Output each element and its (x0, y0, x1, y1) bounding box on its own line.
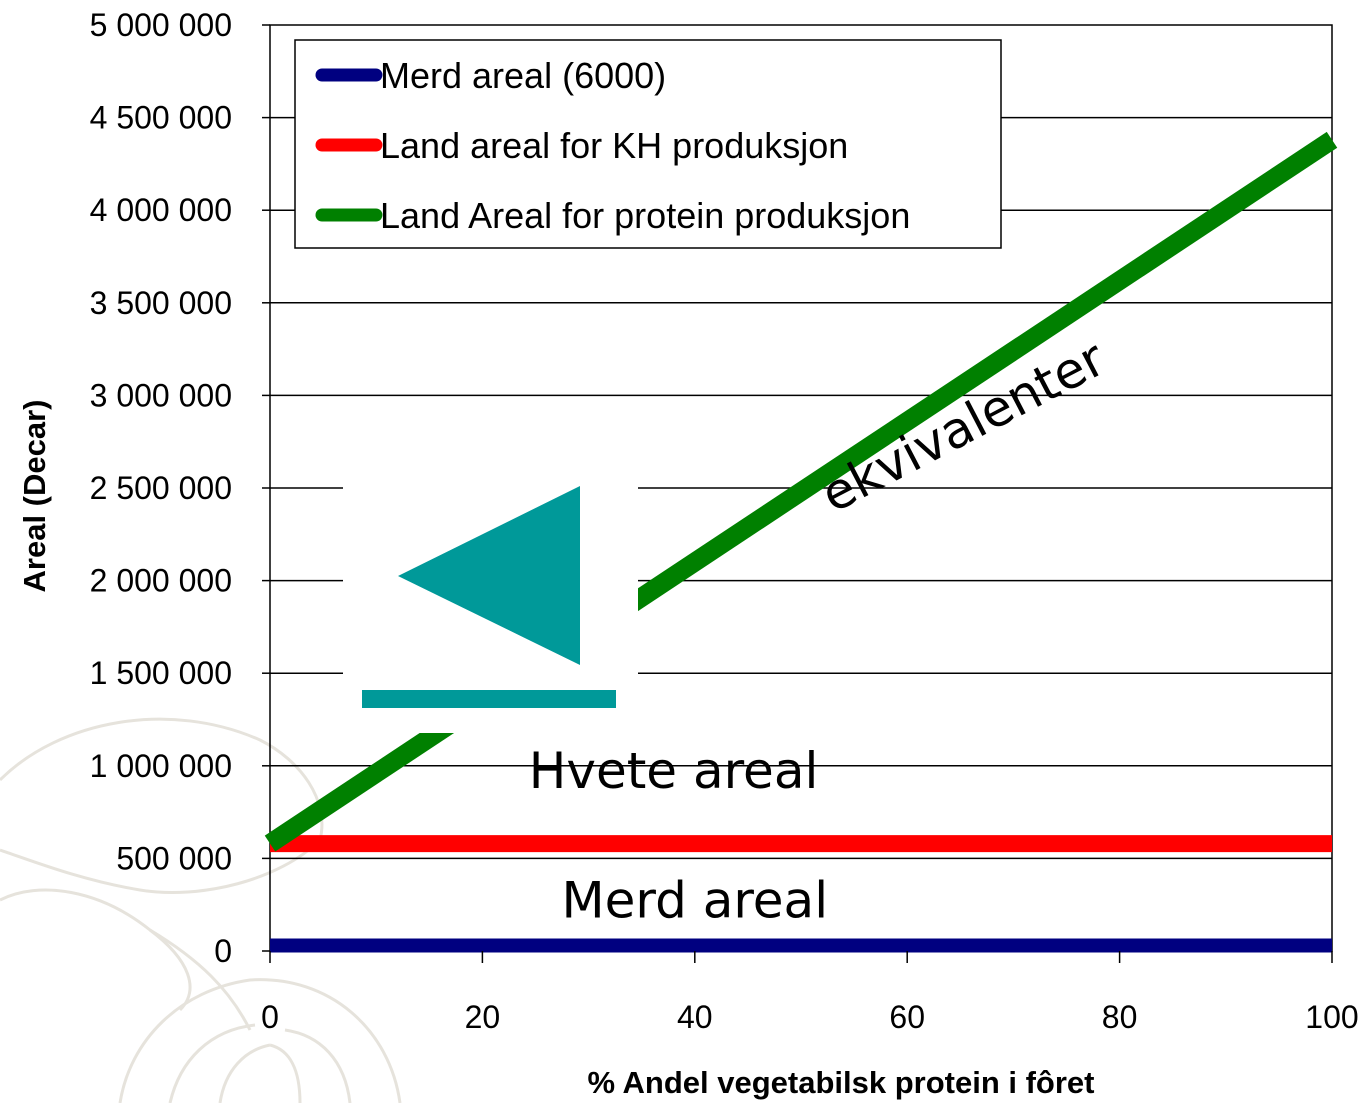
y-tick-label: 4 000 000 (90, 192, 232, 228)
legend-label: Land Areal for protein produksjon (380, 195, 910, 236)
x-tick-label: 20 (465, 999, 501, 1035)
x-tick-label: 80 (1102, 999, 1138, 1035)
y-axis: 0 500 000 1 000 000 1 500 000 2 000 000 2 500… (90, 7, 270, 969)
y-tick-label: 5 000 000 (90, 7, 232, 43)
navigation-bar-icon[interactable] (362, 690, 616, 708)
y-tick-label: 1 000 000 (90, 748, 232, 784)
navigation-overlay[interactable] (343, 468, 638, 733)
y-tick-label: 500 000 (116, 840, 232, 876)
annotation-merd-areal: Merd areal (561, 872, 828, 930)
y-tick-label: 3 500 000 (90, 285, 232, 321)
y-tick-label: 2 500 000 (90, 470, 232, 506)
y-axis-title: Areal (Decar) (17, 400, 52, 593)
y-tick-label: 4 500 000 (90, 100, 232, 136)
x-tick-label: 100 (1305, 999, 1358, 1035)
x-axis: 0 20 40 60 80 100 (261, 951, 1359, 1035)
legend: Merd areal (6000) Land areal for KH produ… (294, 39, 1002, 249)
y-tick-label: 2 000 000 (90, 563, 232, 599)
x-tick-label: 60 (889, 999, 925, 1035)
annotation-ekvivalenter: ekvivalenter (812, 329, 1115, 524)
y-tick-label: 0 (214, 933, 232, 969)
x-axis-title: % Andel vegetabilsk protein i fôret (587, 1065, 1094, 1100)
y-tick-label: 3 000 000 (90, 377, 232, 413)
legend-label: Land areal for KH produksjon (380, 125, 848, 166)
legend-label: Merd areal (6000) (380, 55, 666, 96)
legend-box (294, 39, 1002, 249)
y-tick-label: 1 500 000 (90, 655, 232, 691)
navigation-back-triangle-icon[interactable] (398, 486, 580, 665)
x-tick-label: 0 (261, 999, 279, 1035)
x-tick-label: 40 (677, 999, 713, 1035)
annotation-hvete-areal: Hvete areal (529, 742, 819, 800)
